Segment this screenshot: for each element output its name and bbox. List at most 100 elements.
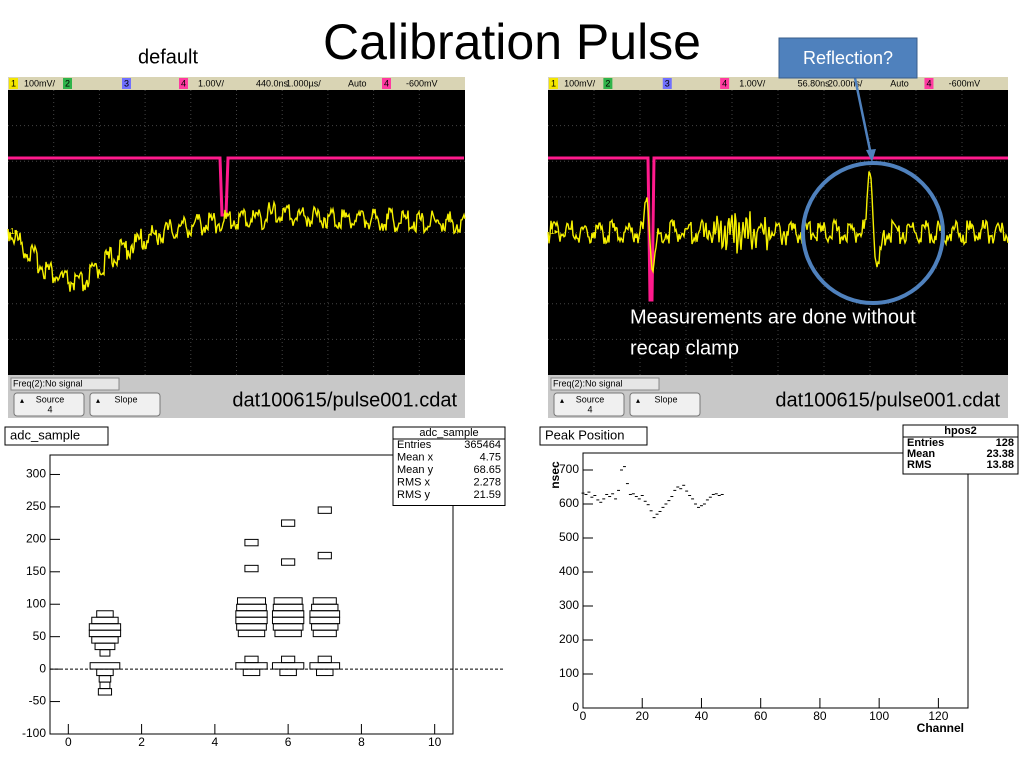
freq-box bbox=[550, 377, 660, 391]
file-name: dat100615/pulse001.cdat bbox=[232, 389, 457, 411]
channel-badge bbox=[603, 78, 613, 89]
callout-box bbox=[778, 37, 918, 79]
scope-setting: 1.00V/ bbox=[198, 78, 225, 88]
x-tick-label: 120 bbox=[928, 709, 948, 723]
scope-setting: 3 bbox=[665, 78, 670, 88]
stats-label: Entries bbox=[907, 437, 944, 449]
stats-value: 365464 bbox=[464, 439, 501, 451]
slide-title: Calibration Pulse bbox=[323, 14, 701, 70]
x-tick-label: 40 bbox=[695, 709, 709, 723]
trace-marker: 1▸ bbox=[550, 227, 558, 236]
file-name: dat100615/pulse001.cdat bbox=[775, 389, 1000, 411]
hist-box bbox=[99, 649, 111, 657]
y-tick-label: 50 bbox=[33, 629, 47, 643]
scope-setting: Auto bbox=[890, 78, 909, 88]
hist-box bbox=[316, 668, 334, 677]
channel-badge bbox=[720, 78, 730, 89]
hist-box bbox=[237, 629, 266, 638]
y-tick-label: -50 bbox=[29, 694, 47, 708]
x-tick-label: 20 bbox=[636, 709, 650, 723]
plot-title: adc_sample bbox=[10, 427, 80, 442]
annotation-line: recap clamp bbox=[630, 337, 739, 359]
trace-marker: 1▸ bbox=[10, 227, 18, 236]
scope-setting: 1 bbox=[11, 78, 16, 88]
y-tick-label: 600 bbox=[559, 496, 579, 510]
button-label: Source bbox=[36, 394, 65, 404]
x-tick-label: 80 bbox=[813, 709, 827, 723]
scope-setting: 1.000µs/ bbox=[286, 78, 321, 88]
scope-setting: -600mV bbox=[406, 78, 438, 88]
channel-badge bbox=[549, 78, 559, 89]
scope-setting: -600mV bbox=[949, 78, 981, 88]
button-arrow: ▴ bbox=[96, 396, 100, 405]
stats-value: 21.59 bbox=[473, 489, 501, 501]
channel-badge bbox=[9, 78, 18, 89]
scope-setting: 2 bbox=[65, 78, 70, 88]
button-label: Slope bbox=[654, 394, 677, 404]
button-label: Slope bbox=[114, 394, 137, 404]
freq-label: Freq(2):No signal bbox=[13, 378, 83, 388]
stats-box bbox=[392, 426, 506, 506]
scope-setting: 4 bbox=[384, 78, 389, 88]
yellow-trace bbox=[7, 199, 466, 292]
plot-frame bbox=[49, 454, 454, 735]
stats-value: 2.278 bbox=[473, 476, 501, 488]
y-tick-label: 100 bbox=[559, 666, 579, 680]
y-tick-label: 700 bbox=[559, 462, 579, 476]
plot-title-box bbox=[4, 426, 109, 446]
hist-box bbox=[97, 688, 113, 696]
button-arrow: ▴ bbox=[20, 396, 24, 405]
channel-badge bbox=[382, 78, 391, 89]
stats-value: 128 bbox=[996, 437, 1014, 449]
plot-title-box bbox=[539, 426, 648, 446]
arrow-head bbox=[866, 149, 876, 162]
button-arrow: ▴ bbox=[636, 396, 640, 405]
callout-text: Reflection? bbox=[803, 48, 893, 68]
stats-label: RMS bbox=[907, 459, 931, 471]
stats-label: RMS x bbox=[397, 476, 431, 488]
x-tick-label: 10 bbox=[428, 735, 442, 749]
hist-box bbox=[242, 668, 261, 677]
hist-box bbox=[317, 506, 332, 514]
hist-box bbox=[281, 558, 296, 566]
hist-box bbox=[274, 629, 302, 638]
channel-badge bbox=[179, 78, 188, 89]
scope-setting: 4 bbox=[722, 78, 727, 88]
stats-value: 68.65 bbox=[473, 464, 501, 476]
x-tick-label: 0 bbox=[580, 709, 587, 723]
x-tick-label: 100 bbox=[869, 709, 889, 723]
y-tick-label: 0 bbox=[572, 700, 579, 714]
scope-button bbox=[89, 392, 161, 417]
hist-box bbox=[244, 564, 259, 573]
scope-setting: 56.80ns bbox=[798, 78, 831, 88]
scope-setting: 440.0ns bbox=[256, 78, 289, 88]
annotation-line: Measurements are done without bbox=[630, 306, 916, 328]
hist-box bbox=[244, 538, 259, 547]
y-tick-label: -100 bbox=[22, 726, 46, 740]
stats-value: 4.75 bbox=[480, 451, 501, 463]
scope-setting: 3 bbox=[124, 78, 129, 88]
scope-setting: 20.00ns/ bbox=[828, 78, 863, 88]
x-tick-label: 8 bbox=[358, 735, 365, 749]
hist-box bbox=[312, 629, 337, 638]
button-arrow: ▴ bbox=[560, 396, 564, 405]
x-tick-label: 0 bbox=[65, 735, 72, 749]
plot-frame bbox=[582, 452, 969, 709]
plot-title: Peak Position bbox=[545, 427, 625, 442]
scope-button bbox=[553, 392, 625, 417]
y-tick-label: 400 bbox=[559, 564, 579, 578]
stats-label: RMS y bbox=[397, 489, 431, 501]
y-tick-label: 0 bbox=[39, 661, 46, 675]
freq-label: Freq(2):No signal bbox=[553, 378, 623, 388]
default-label: default bbox=[138, 46, 198, 68]
y-tick-label: 150 bbox=[26, 564, 46, 578]
stats-title: adc_sample bbox=[419, 427, 478, 439]
scope-button bbox=[13, 392, 85, 417]
scope-top-bar bbox=[8, 77, 465, 90]
stats-title: hpos2 bbox=[944, 425, 976, 437]
y-tick-label: 500 bbox=[559, 530, 579, 544]
magenta-trace bbox=[8, 156, 464, 217]
y-tick-label: 200 bbox=[26, 532, 46, 546]
hist-box bbox=[279, 668, 297, 677]
stats-label: Entries bbox=[397, 439, 432, 451]
